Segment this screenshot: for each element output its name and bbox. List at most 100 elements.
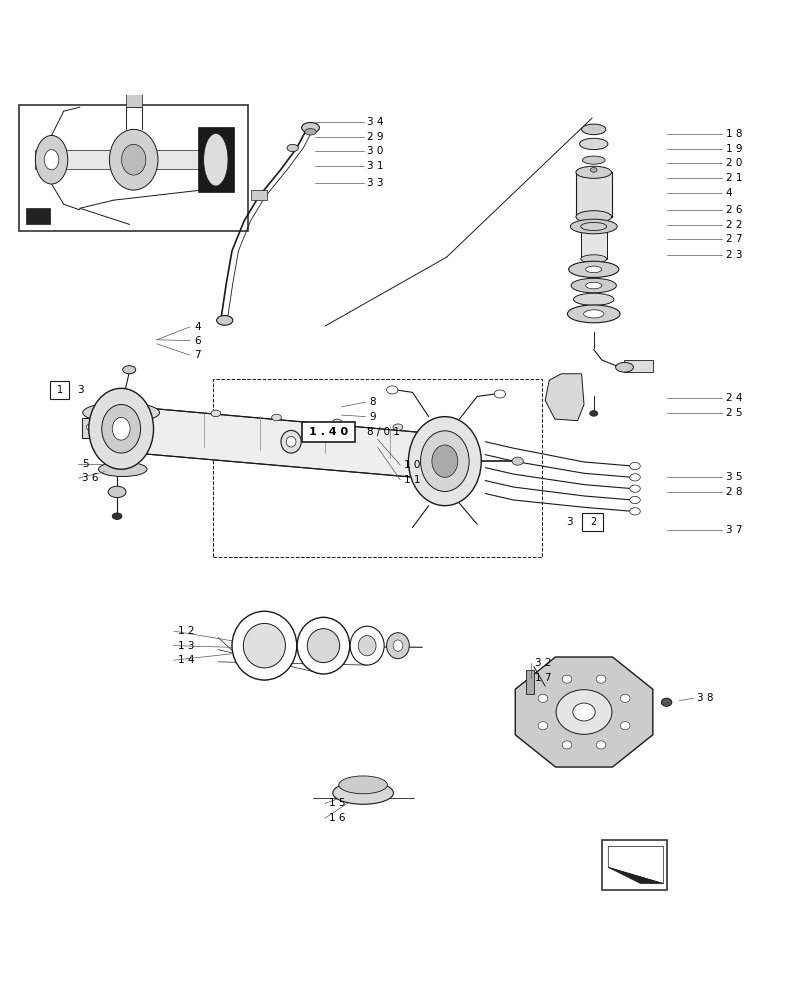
Ellipse shape bbox=[112, 417, 130, 440]
Ellipse shape bbox=[431, 445, 457, 477]
Text: 6: 6 bbox=[194, 336, 200, 346]
Polygon shape bbox=[607, 867, 663, 884]
Bar bbox=[580, 226, 606, 259]
Ellipse shape bbox=[98, 462, 147, 477]
Text: 2 7: 2 7 bbox=[725, 234, 741, 244]
Bar bbox=[36, 150, 232, 169]
Text: 3 7: 3 7 bbox=[725, 525, 741, 535]
Ellipse shape bbox=[561, 741, 571, 749]
Ellipse shape bbox=[36, 135, 67, 184]
Polygon shape bbox=[135, 407, 470, 482]
Ellipse shape bbox=[583, 310, 603, 318]
Text: 3 6: 3 6 bbox=[82, 473, 99, 483]
Ellipse shape bbox=[615, 362, 633, 372]
Ellipse shape bbox=[538, 694, 547, 702]
Ellipse shape bbox=[561, 675, 571, 683]
Text: 8 / 0 1: 8 / 0 1 bbox=[367, 427, 400, 437]
Ellipse shape bbox=[595, 675, 605, 683]
Text: 1 0: 1 0 bbox=[404, 460, 420, 470]
Ellipse shape bbox=[338, 776, 387, 794]
Text: 9: 9 bbox=[369, 412, 375, 422]
Bar bbox=[126, 91, 142, 107]
Bar bbox=[581, 513, 603, 531]
Ellipse shape bbox=[109, 129, 158, 190]
Ellipse shape bbox=[307, 629, 339, 663]
Bar bbox=[198, 127, 234, 192]
Ellipse shape bbox=[589, 411, 597, 416]
Text: 2 6: 2 6 bbox=[725, 205, 741, 215]
Ellipse shape bbox=[420, 431, 469, 492]
Bar bbox=[251, 190, 267, 200]
Ellipse shape bbox=[570, 278, 616, 293]
Ellipse shape bbox=[297, 617, 350, 674]
Text: 2 9: 2 9 bbox=[367, 132, 383, 142]
Ellipse shape bbox=[620, 694, 629, 702]
Ellipse shape bbox=[287, 144, 298, 152]
Polygon shape bbox=[544, 374, 583, 421]
Ellipse shape bbox=[629, 474, 640, 481]
Ellipse shape bbox=[556, 690, 611, 734]
Ellipse shape bbox=[101, 405, 140, 453]
Text: 5: 5 bbox=[82, 459, 89, 469]
Ellipse shape bbox=[243, 623, 285, 668]
Text: 3 8: 3 8 bbox=[697, 693, 713, 703]
Ellipse shape bbox=[211, 410, 221, 417]
Ellipse shape bbox=[581, 124, 605, 135]
Text: 1 7: 1 7 bbox=[534, 673, 551, 683]
Text: 8: 8 bbox=[369, 397, 375, 407]
Ellipse shape bbox=[558, 388, 571, 405]
Ellipse shape bbox=[575, 211, 611, 223]
Text: 2 5: 2 5 bbox=[725, 408, 741, 418]
Ellipse shape bbox=[386, 386, 397, 394]
Ellipse shape bbox=[629, 508, 640, 515]
Text: 1 2: 1 2 bbox=[178, 626, 194, 636]
Ellipse shape bbox=[393, 424, 402, 430]
Text: 2 0: 2 0 bbox=[725, 158, 741, 168]
Ellipse shape bbox=[494, 390, 505, 398]
Ellipse shape bbox=[590, 167, 596, 172]
Ellipse shape bbox=[217, 315, 233, 325]
Ellipse shape bbox=[538, 722, 547, 730]
Polygon shape bbox=[515, 657, 652, 767]
Bar bbox=[525, 670, 533, 694]
Ellipse shape bbox=[393, 640, 402, 651]
Ellipse shape bbox=[45, 150, 58, 170]
Text: 1: 1 bbox=[57, 385, 62, 395]
Ellipse shape bbox=[232, 611, 296, 680]
Text: 3 2: 3 2 bbox=[534, 658, 551, 668]
Polygon shape bbox=[607, 846, 663, 884]
Ellipse shape bbox=[386, 633, 409, 659]
Text: 2 3: 2 3 bbox=[725, 250, 741, 260]
Ellipse shape bbox=[333, 782, 393, 804]
Ellipse shape bbox=[568, 261, 618, 277]
Text: 3 5: 3 5 bbox=[725, 472, 741, 482]
Ellipse shape bbox=[122, 144, 146, 175]
Bar bbox=[575, 172, 611, 217]
Bar bbox=[19, 105, 248, 231]
Ellipse shape bbox=[304, 129, 315, 135]
Ellipse shape bbox=[580, 222, 606, 231]
Bar bbox=[624, 360, 652, 372]
Ellipse shape bbox=[620, 722, 629, 730]
Text: 2 8: 2 8 bbox=[725, 487, 741, 497]
Ellipse shape bbox=[272, 414, 281, 421]
Ellipse shape bbox=[660, 698, 671, 706]
Text: 2 4: 2 4 bbox=[725, 393, 741, 403]
Ellipse shape bbox=[358, 636, 375, 656]
Ellipse shape bbox=[629, 496, 640, 504]
Ellipse shape bbox=[567, 305, 620, 323]
Bar bbox=[82, 418, 110, 438]
Text: 2 2: 2 2 bbox=[725, 220, 741, 230]
Ellipse shape bbox=[575, 166, 611, 178]
Ellipse shape bbox=[332, 419, 341, 426]
Ellipse shape bbox=[585, 282, 601, 289]
Text: 1 4: 1 4 bbox=[178, 655, 194, 665]
Text: 1 3: 1 3 bbox=[178, 641, 194, 651]
Text: 3 4: 3 4 bbox=[367, 117, 383, 127]
Bar bbox=[301, 422, 354, 442]
Ellipse shape bbox=[281, 430, 301, 453]
Text: 3: 3 bbox=[565, 517, 572, 527]
Text: 3: 3 bbox=[77, 385, 84, 395]
Ellipse shape bbox=[350, 626, 384, 665]
Ellipse shape bbox=[581, 156, 604, 164]
